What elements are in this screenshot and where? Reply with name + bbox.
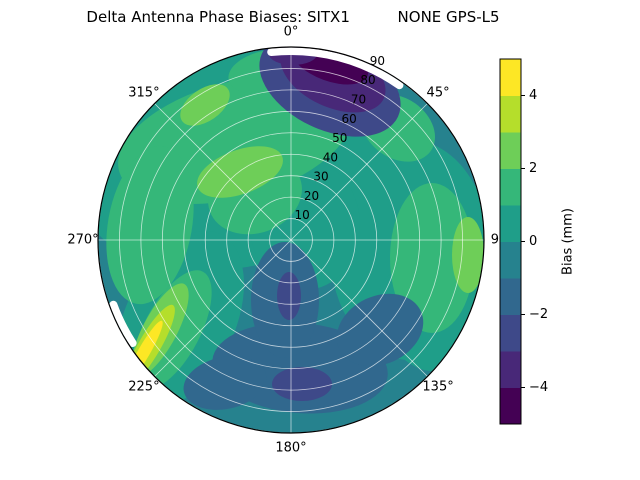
r-tick-label: 30 (313, 170, 328, 184)
theta-tick-label: 135° (422, 380, 453, 395)
r-tick-label: 40 (323, 150, 338, 164)
theta-tick-label: 0° (284, 25, 299, 40)
colorbar-band (500, 168, 521, 206)
axis-labels: 0° 45° 90 135° 180° 225° 270° 315° 10 20 30 40 50 60 7… (67, 25, 507, 456)
grid-spoke (290, 103, 428, 241)
r-tick-label: 70 (351, 92, 366, 106)
colorbar-axis-label: Bias (mm) (561, 208, 576, 275)
r-tick-label: 90 (370, 54, 385, 68)
colorbar-band (500, 95, 521, 133)
contour-region (272, 367, 332, 401)
theta-tick-label: 45° (427, 85, 450, 100)
colorbar-tick-label: 0 (529, 234, 537, 249)
polar-spine (97, 46, 485, 434)
masked-rim-lower-left (109, 300, 137, 347)
chart-title: Delta Antenna Phase Biases: SITX1 NONE G… (86, 8, 500, 26)
theta-tick-label: 180° (275, 441, 306, 456)
contour-region (183, 356, 267, 410)
r-tick-label: 10 (295, 208, 310, 222)
colorbar-band (500, 132, 521, 169)
colorbar-band (500, 351, 521, 388)
masked-rim-top (267, 47, 404, 90)
colorbar-band (500, 241, 521, 279)
grid-spoke (154, 103, 292, 241)
r-tick-label: 80 (360, 73, 375, 87)
r-tick-label: 50 (332, 131, 347, 145)
r-tick-label: 20 (304, 189, 319, 203)
colorbar-tick-label: 4 (529, 88, 537, 103)
contour-field (98, 47, 484, 433)
contour-region (277, 272, 301, 320)
contour-region (180, 84, 230, 126)
colorbar-band (500, 387, 521, 425)
grid-spoke (154, 239, 292, 377)
colorbar-band (500, 59, 521, 96)
theta-tick-label: 225° (128, 380, 159, 395)
colorbar-tick-label: −2 (529, 307, 548, 322)
grid-spoke (290, 239, 428, 377)
polar-grid (97, 46, 485, 434)
theta-tick-label: 270° (67, 233, 98, 248)
r-tick-label: 60 (342, 112, 357, 126)
colorbar: 4 2 0 −2 −4 Bias (mm) (499, 58, 576, 425)
colorbar-band (500, 205, 521, 242)
theta-tick-label: 315° (128, 85, 159, 100)
colorbar-tick-label: 2 (529, 161, 537, 176)
contour-region (336, 293, 424, 367)
colorbar-band (500, 278, 521, 315)
colorbar-tick-label: −4 (529, 380, 548, 395)
contour-region (452, 217, 484, 293)
colorbar-band (500, 314, 521, 352)
